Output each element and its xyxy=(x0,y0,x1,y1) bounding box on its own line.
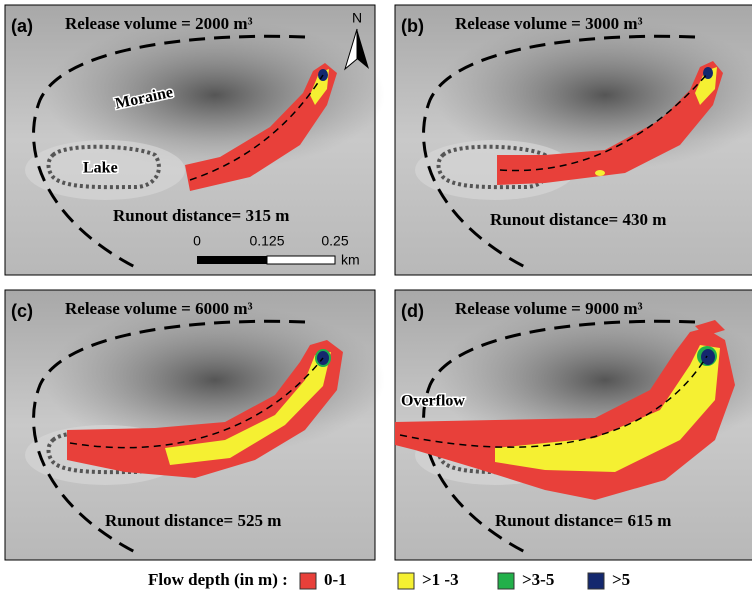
legend-swatch xyxy=(588,573,604,589)
legend-swatch xyxy=(398,573,414,589)
panel: (c) Release volume = 6000 m³ Runout dist… xyxy=(5,290,385,560)
panel: (a) Release volume = 2000 m³ Moraine Lak… xyxy=(5,5,385,275)
scale-tick: 0.125 xyxy=(249,233,284,249)
panel-title: Release volume = 9000 m³ xyxy=(455,299,643,318)
scale-bar xyxy=(267,256,335,264)
scale-bar xyxy=(197,256,267,264)
north-label: N xyxy=(352,10,362,26)
panel: (d) Release volume = 9000 m³ Overflow Ru… xyxy=(395,290,752,560)
legend-swatch xyxy=(498,573,514,589)
annotation: Overflow xyxy=(401,393,465,410)
legend-label: >3-5 xyxy=(522,570,554,589)
annotation: Lake xyxy=(83,160,118,177)
panel-label: (a) xyxy=(11,16,33,36)
panel-label: (c) xyxy=(11,301,33,321)
panel-label: (d) xyxy=(401,301,424,321)
scale-tick: 0.25 xyxy=(321,233,348,249)
scale-tick: 0 xyxy=(193,233,201,249)
runout-label: Runout distance= 315 m xyxy=(113,206,289,225)
legend: Flow depth (in m) : 0-1 >1 -3 >3-5 >5 xyxy=(148,570,630,589)
scale-unit: km xyxy=(341,252,360,268)
runout-label: Runout distance= 525 m xyxy=(105,511,281,530)
legend-title: Flow depth (in m) : xyxy=(148,570,288,589)
legend-label: 0-1 xyxy=(324,570,347,589)
panel-title: Release volume = 6000 m³ xyxy=(65,299,253,318)
panel: (b) Release volume = 3000 m³ Runout dist… xyxy=(395,5,752,275)
panel-label: (b) xyxy=(401,16,424,36)
figure: (a) Release volume = 2000 m³ Moraine Lak… xyxy=(0,0,752,597)
panel-title: Release volume = 3000 m³ xyxy=(455,14,643,33)
runout-label: Runout distance= 615 m xyxy=(495,511,671,530)
runout-label: Runout distance= 430 m xyxy=(490,210,666,229)
legend-label: >5 xyxy=(612,570,630,589)
legend-swatch xyxy=(300,573,316,589)
panel-title: Release volume = 2000 m³ xyxy=(65,14,253,33)
legend-label: >1 -3 xyxy=(422,570,459,589)
